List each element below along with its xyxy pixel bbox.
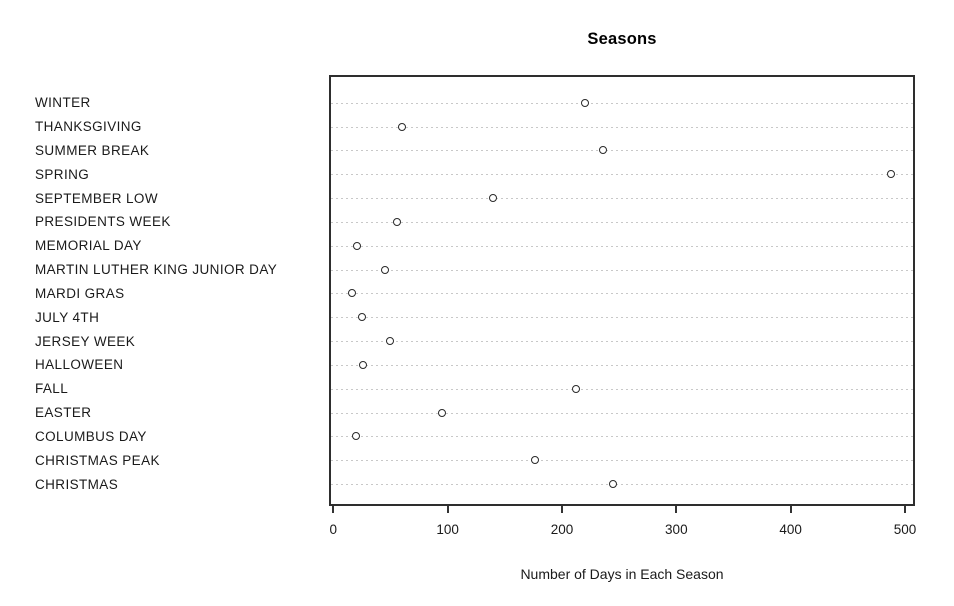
data-point [437, 408, 446, 417]
gridline [331, 293, 913, 295]
category-label: MARTIN LUTHER KING JUNIOR DAY [35, 262, 278, 278]
gridline [331, 126, 913, 128]
category-label: CHRISTMAS PEAK [35, 452, 160, 468]
x-axis-title: Number of Days in Each Season [520, 566, 724, 582]
gridline [331, 341, 913, 343]
category-label: WINTER [35, 95, 91, 111]
data-point [357, 313, 366, 322]
gridline [331, 436, 913, 438]
category-label: HALLOWEEN [35, 357, 124, 373]
category-label: JERSEY WEEK [35, 333, 136, 349]
category-label: FALL [35, 381, 69, 397]
x-axis-tick-label: 200 [550, 522, 574, 537]
data-point [397, 122, 406, 131]
data-point [609, 480, 618, 489]
data-point [353, 241, 362, 250]
data-point [489, 194, 498, 203]
category-label: SUMMER BREAK [35, 142, 150, 158]
gridline [331, 245, 913, 247]
gridline [331, 460, 913, 462]
chart-title: Seasons [587, 30, 657, 48]
data-point [380, 265, 389, 274]
category-label: SEPTEMBER LOW [35, 190, 158, 206]
gridline [331, 174, 913, 176]
x-axis-tick-label: 400 [779, 522, 802, 537]
gridline [331, 412, 913, 414]
category-label: MARDI GRAS [35, 285, 125, 301]
category-label: THANKSGIVING [35, 119, 142, 135]
category-label: JULY 4TH [35, 309, 100, 325]
x-axis-tick [675, 506, 678, 513]
x-axis-tick [904, 506, 906, 513]
x-axis-tick-label: 300 [665, 522, 688, 537]
x-axis-tick [332, 506, 335, 513]
gridline [331, 198, 913, 200]
x-axis-tick [560, 506, 563, 513]
category-label: EASTER [35, 405, 92, 421]
category-label: MEMORIAL DAY [35, 238, 142, 254]
gridline [331, 364, 913, 366]
x-axis-tick-label: 500 [893, 522, 917, 537]
gridline [331, 484, 913, 486]
data-point [347, 289, 356, 298]
data-point [359, 360, 368, 369]
data-point [530, 456, 539, 465]
plot-area [329, 75, 915, 506]
data-point [352, 432, 361, 441]
category-label: PRESIDENTS WEEK [35, 214, 171, 230]
data-point [386, 337, 395, 346]
x-axis-tick [446, 506, 449, 513]
gridline [331, 150, 913, 152]
data-point [571, 384, 580, 393]
data-point [580, 98, 589, 107]
x-axis-tick-label: 0 [329, 522, 338, 537]
x-axis-tick-label: 100 [436, 522, 459, 537]
gridline [331, 221, 913, 223]
gridline [331, 102, 913, 104]
data-point [393, 217, 402, 226]
x-axis-tick [789, 506, 792, 513]
gridline [331, 317, 913, 319]
category-label: CHRISTMAS [35, 476, 119, 492]
data-point [887, 170, 896, 179]
data-point [599, 146, 608, 155]
category-label: SPRING [35, 166, 90, 182]
gridline [331, 269, 913, 271]
gridline [331, 388, 913, 390]
category-label: COLUMBUS DAY [35, 428, 147, 444]
